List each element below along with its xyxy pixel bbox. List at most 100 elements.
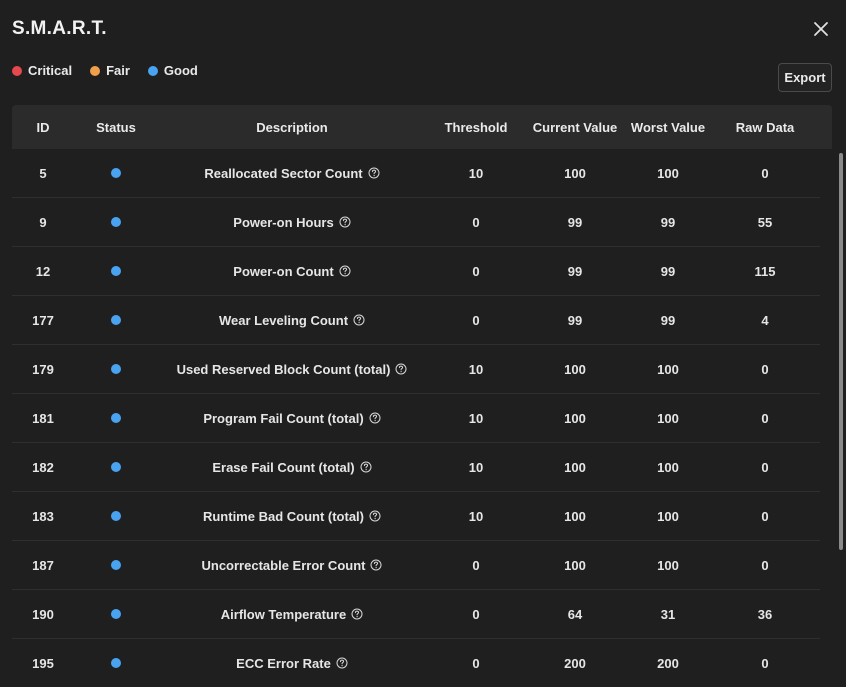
table-header: ID Status Description Threshold Current …	[12, 105, 832, 149]
cell-current-value: 99	[567, 214, 583, 230]
cell-threshold: 10	[468, 165, 484, 181]
cell-status	[74, 168, 158, 178]
cell-worst-value: 100	[657, 508, 679, 524]
help-icon[interactable]	[351, 608, 363, 620]
cell-worst-value: 100	[657, 361, 679, 377]
close-icon	[814, 22, 828, 36]
table-row[interactable]: 181 Program Fail Count (total) 10 100 100 0	[12, 394, 820, 443]
cell-description: Power-on Hours	[158, 215, 426, 230]
header-worst-value[interactable]: Worst Value	[630, 119, 706, 135]
cell-threshold: 0	[472, 606, 480, 622]
legend-dot-critical	[12, 65, 22, 76]
legend-label: Good	[163, 63, 198, 78]
status-good-dot	[111, 168, 121, 178]
help-icon[interactable]	[369, 412, 381, 424]
cell-id: 182	[32, 459, 54, 475]
cell-current-value: 200	[564, 655, 586, 671]
help-icon[interactable]	[336, 657, 348, 669]
smart-table: ID Status Description Threshold Current …	[12, 105, 832, 687]
legend-label: Fair	[106, 63, 130, 78]
status-good-dot	[111, 217, 121, 227]
cell-worst-value: 99	[660, 263, 676, 279]
cell-status	[74, 413, 158, 423]
cell-current-value: 100	[564, 459, 586, 475]
cell-description: Erase Fail Count (total)	[158, 460, 426, 475]
help-icon[interactable]	[360, 461, 372, 473]
cell-raw-data: 0	[761, 508, 769, 524]
cell-raw-data: 115	[754, 263, 776, 279]
status-good-dot	[111, 609, 121, 619]
header-current-value[interactable]: Current Value	[532, 119, 618, 135]
table-scrollbar[interactable]	[839, 153, 843, 550]
cell-id: 177	[32, 312, 54, 328]
cell-current-value: 99	[567, 312, 583, 328]
export-button[interactable]: Export	[778, 63, 832, 92]
cell-description: Airflow Temperature	[158, 607, 426, 622]
cell-current-value: 100	[564, 557, 586, 573]
table-row[interactable]: 195 ECC Error Rate 0 200 200 0	[12, 639, 820, 687]
help-icon[interactable]	[368, 167, 380, 179]
table-row[interactable]: 187 Uncorrectable Error Count 0 100 100 0	[12, 541, 820, 590]
help-icon[interactable]	[395, 363, 407, 375]
cell-worst-value: 200	[657, 655, 679, 671]
table-row[interactable]: 179 Used Reserved Block Count (total) 10 10…	[12, 345, 820, 394]
cell-threshold: 10	[468, 410, 484, 426]
cell-threshold: 0	[472, 312, 480, 328]
cell-raw-data: 0	[761, 655, 769, 671]
legend-item-good: Good	[147, 63, 198, 78]
cell-worst-value: 99	[660, 312, 676, 328]
dialog-title: S.M.A.R.T.	[12, 18, 107, 39]
cell-raw-data: 0	[761, 459, 769, 475]
cell-status	[74, 217, 158, 227]
cell-current-value: 64	[567, 606, 583, 622]
cell-worst-value: 100	[657, 557, 679, 573]
header-raw-data[interactable]: Raw Data	[735, 119, 795, 135]
status-legend: Critical Fair Good	[12, 63, 216, 78]
cell-description: Power-on Count	[158, 264, 426, 279]
help-icon[interactable]	[339, 265, 351, 277]
header-status[interactable]: Status	[96, 119, 136, 135]
table-row[interactable]: 182 Erase Fail Count (total) 10 100 100 0	[12, 443, 820, 492]
help-icon[interactable]	[353, 314, 365, 326]
header-threshold[interactable]: Threshold	[444, 119, 508, 135]
header-id[interactable]: ID	[36, 119, 50, 135]
legend-dot-fair	[90, 65, 101, 76]
cell-id: 181	[32, 410, 54, 426]
table-row[interactable]: 190 Airflow Temperature 0 64 31 36	[12, 590, 820, 639]
status-good-dot	[111, 315, 121, 325]
help-icon[interactable]	[339, 216, 351, 228]
table-row[interactable]: 177 Wear Leveling Count 0 99 99 4	[12, 296, 820, 345]
cell-id: 179	[32, 361, 54, 377]
description-text: Power-on Hours	[233, 214, 334, 230]
status-good-dot	[111, 413, 121, 423]
cell-current-value: 100	[564, 410, 586, 426]
cell-id: 183	[32, 508, 54, 524]
table-row[interactable]: 12 Power-on Count 0 99 99 115	[12, 247, 820, 296]
cell-status	[74, 609, 158, 619]
description-text: Reallocated Sector Count	[204, 165, 363, 181]
header-description[interactable]: Description	[256, 119, 328, 135]
description-text: Power-on Count	[233, 263, 334, 279]
cell-status	[74, 364, 158, 374]
cell-threshold: 10	[468, 459, 484, 475]
table-row[interactable]: 9 Power-on Hours 0 99 99 55	[12, 198, 820, 247]
help-icon[interactable]	[370, 559, 382, 571]
table-row[interactable]: 5 Reallocated Sector Count 10 100 100 0	[12, 149, 820, 198]
cell-status	[74, 560, 158, 570]
status-good-dot	[111, 511, 121, 521]
table-row[interactable]: 183 Runtime Bad Count (total) 10 100 100 0	[12, 492, 820, 541]
cell-status	[74, 266, 158, 276]
table-body[interactable]: 5 Reallocated Sector Count 10 100 100 0 9 Power…	[12, 149, 832, 687]
description-text: Runtime Bad Count (total)	[202, 508, 365, 524]
description-text: Wear Leveling Count	[218, 312, 349, 328]
cell-raw-data: 0	[761, 361, 769, 377]
close-button[interactable]	[810, 18, 832, 40]
cell-id: 187	[32, 557, 54, 573]
cell-worst-value: 100	[657, 410, 679, 426]
help-icon[interactable]	[369, 510, 381, 522]
legend-item-critical: Critical	[12, 63, 72, 78]
status-good-dot	[111, 560, 121, 570]
cell-current-value: 100	[564, 508, 586, 524]
cell-status	[74, 658, 158, 668]
cell-threshold: 0	[472, 655, 480, 671]
